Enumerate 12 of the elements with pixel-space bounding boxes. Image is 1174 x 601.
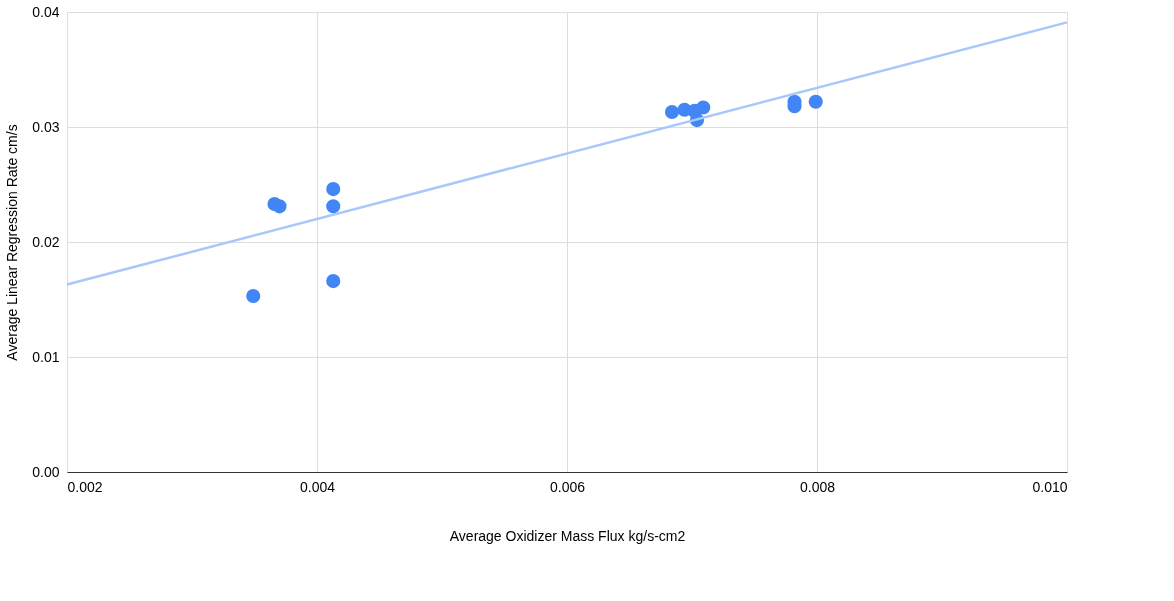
x-tick-label: 0.006: [549, 478, 586, 495]
y-tick-label: 0.01: [32, 348, 60, 365]
y-tick-label: 0.04: [32, 3, 60, 20]
y-tick-label: 0.02: [32, 233, 60, 250]
x-tick-label: 0.010: [1032, 478, 1068, 495]
x-tick-label: 0.008: [799, 478, 836, 495]
x-tick-label: 0.004: [299, 478, 336, 495]
y-tick-label: 0.00: [32, 463, 60, 480]
x-tick-label: 0.002: [67, 478, 103, 495]
x-axis-title: Average Oxidizer Mass Flux kg/s-cm2: [449, 527, 686, 544]
y-tick-label: 0.03: [32, 118, 60, 135]
y-axis-title: Average Linear Regression Rate cm/s: [4, 124, 21, 361]
